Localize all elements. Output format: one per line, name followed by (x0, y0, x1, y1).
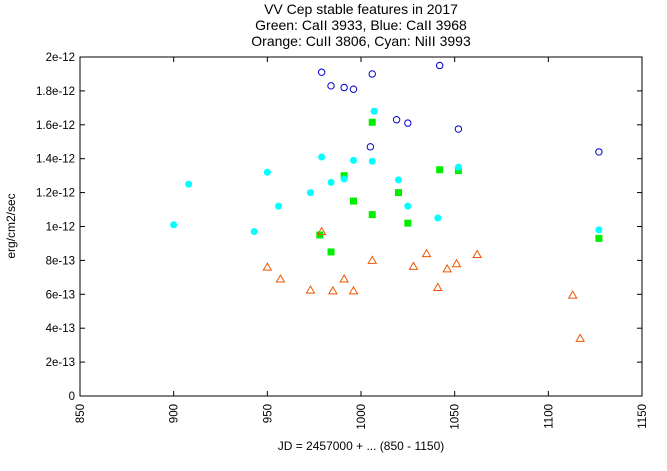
triangle-marker (442, 263, 453, 273)
open-circle-marker (317, 68, 326, 76)
square-marker (368, 118, 376, 126)
filled-circle-marker (170, 221, 178, 229)
x-tick-label: 950 (262, 404, 274, 423)
triangle-marker (408, 261, 419, 270)
square-marker (368, 211, 376, 219)
y-tick-label: 2e-13 (46, 357, 75, 369)
triangle-marker (262, 262, 273, 271)
x-tick-labels: 850 900 950 1000 1050 1100 1150 (75, 404, 649, 430)
x-tick-label: 1150 (637, 404, 649, 429)
open-circle-marker (366, 143, 375, 151)
open-circle-marker (349, 85, 358, 93)
open-circle-marker (595, 148, 603, 156)
triangle-marker (367, 255, 378, 264)
axis-ticks (79, 56, 643, 397)
filled-circle-marker (275, 202, 283, 210)
filled-circle-marker (263, 168, 271, 176)
y-tick-label: 0 (69, 391, 75, 403)
title-line-1: VV Cep stable features in 2017 (264, 1, 458, 17)
y-tick-label: 1e-12 (46, 222, 75, 234)
triangle-marker (339, 274, 350, 283)
x-axis-label: JD = 2457000 + ... (850 - 1150) (278, 439, 445, 453)
y-tick-label: 1.8e-12 (36, 86, 75, 98)
triangle-marker (316, 226, 327, 236)
open-circle-marker (392, 116, 401, 124)
y-tick-label: 4e-13 (46, 323, 75, 335)
triangle-marker (472, 249, 483, 258)
y-axis-label: erg/cm2/sec (4, 193, 18, 258)
triangle-marker (305, 285, 316, 294)
filled-circle-marker (368, 157, 376, 165)
open-circle-marker (435, 61, 444, 70)
plot-area-border (79, 56, 643, 397)
square-marker (595, 234, 603, 242)
x-tick-label: 1000 (356, 404, 368, 430)
y-tick-label: 1.2e-12 (36, 188, 75, 200)
triangle-marker (575, 333, 586, 342)
filled-circle-marker (404, 202, 412, 210)
data-points (170, 61, 603, 342)
chart-title: VV Cep stable features in 2017 Green: Ca… (251, 1, 471, 49)
filled-circle-marker (350, 156, 358, 164)
filled-circle-marker (434, 214, 442, 222)
y-tick-label: 2e-12 (46, 52, 75, 64)
title-line-3: Orange: CuII 3806, Cyan: NiII 3993 (251, 33, 471, 49)
y-tick-labels: 0 2e-13 4e-13 6e-13 8e-13 1e-12 1.2e-12 1.4e-12… (36, 52, 75, 403)
triangle-marker (275, 274, 286, 283)
x-tick-label: 1100 (543, 404, 555, 429)
x-tick-label: 1050 (450, 404, 462, 430)
y-tick-label: 8e-13 (46, 255, 75, 267)
square-marker (327, 248, 335, 256)
triangle-marker (328, 285, 338, 295)
triangle-marker (348, 285, 359, 295)
filled-circle-marker (394, 176, 402, 184)
x-tick-label: 850 (75, 404, 87, 423)
y-tick-label: 1.6e-12 (36, 120, 75, 132)
filled-circle-marker (340, 175, 348, 183)
square-marker (436, 166, 444, 174)
open-circle-marker (340, 83, 348, 92)
filled-circle-marker (250, 228, 258, 236)
filled-circle-marker (370, 107, 378, 115)
filled-circle-marker (327, 178, 335, 186)
filled-circle-marker (185, 180, 193, 188)
open-circle-marker (368, 70, 376, 78)
filled-circle-marker (454, 163, 462, 171)
triangle-marker (432, 282, 443, 292)
y-tick-label: 1.4e-12 (36, 154, 75, 166)
y-tick-label: 6e-13 (46, 289, 75, 301)
filled-circle-marker (318, 153, 326, 161)
triangle-marker (421, 248, 432, 258)
square-marker (394, 189, 402, 197)
x-tick-label: 900 (169, 404, 181, 423)
title-line-2: Green: CaII 3933, Blue: CaII 3968 (255, 17, 467, 33)
filled-circle-marker (306, 189, 314, 197)
triangle-marker (567, 290, 578, 299)
filled-circle-marker (595, 226, 603, 234)
square-marker (404, 219, 412, 227)
triangle-marker (451, 258, 462, 268)
open-circle-marker (454, 125, 463, 133)
open-circle-marker (404, 119, 412, 127)
square-marker (350, 197, 358, 205)
open-circle-marker (327, 82, 335, 90)
